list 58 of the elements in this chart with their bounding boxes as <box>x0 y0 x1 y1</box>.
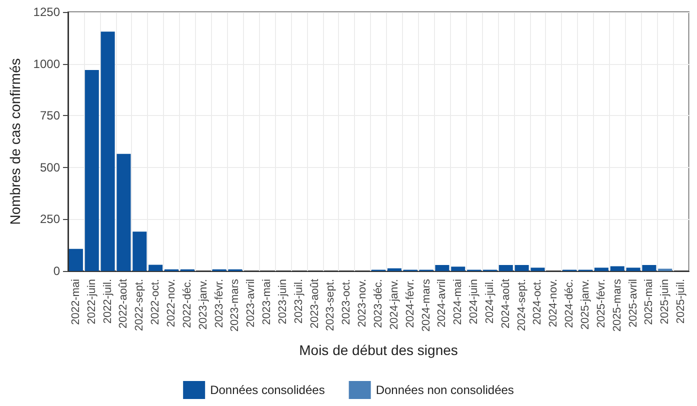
x-tick-label: 2024-avril <box>436 279 448 328</box>
x-tick-label: 2023-nov. <box>356 279 369 328</box>
x-tick-label: 2022-sept. <box>134 279 146 331</box>
y-axis-title: Nombres de cas confirmés <box>7 58 23 225</box>
x-tick-label: 2024-janv. <box>388 279 400 330</box>
x-tick-label: 2024-sept. <box>516 279 528 331</box>
x-tick-label: 2023-févr. <box>213 279 226 328</box>
bar <box>451 266 466 271</box>
x-tick-label: 2022-mai <box>70 279 82 325</box>
x-tick-label: 2025-juin <box>659 279 672 324</box>
bar <box>132 232 147 271</box>
x-tick-label: 2024-mars <box>420 278 432 332</box>
x-tick-label: 2022-nov. <box>166 279 178 328</box>
legend-label: Données consolidées <box>210 383 325 397</box>
x-tick-label: 2023-avril <box>245 279 258 328</box>
bar <box>148 264 163 271</box>
x-tick-label: 2023-sept. <box>324 279 337 331</box>
bar <box>84 70 99 271</box>
y-tick-label: 250 <box>40 212 60 226</box>
bar <box>68 248 83 271</box>
x-tick-label: 2023-mai <box>261 279 274 325</box>
y-tick-label: 1000 <box>33 56 60 71</box>
x-tick-label: 2022-oct. <box>150 279 162 325</box>
legend-label: Données non consolidées <box>376 383 514 397</box>
x-axis-title: Mois de début des signes <box>299 342 458 358</box>
x-tick-label: 2023-janv. <box>197 279 210 330</box>
x-tick-label: 2023-juin <box>276 279 289 324</box>
x-tick-label: 2024-oct. <box>532 279 544 325</box>
x-tick-label: 2023-juil. <box>292 279 305 324</box>
x-tick-label: 2024-juin <box>468 279 480 324</box>
bar <box>498 264 513 271</box>
x-tick-label: 2022-juin <box>86 279 98 324</box>
y-tick-label: 500 <box>40 160 60 174</box>
x-tick-label: 2024-févr. <box>404 279 416 328</box>
x-tick-label: 2023-oct. <box>340 279 353 325</box>
y-tick-label: 750 <box>40 108 60 123</box>
y-tick-label: 1250 <box>33 5 60 19</box>
x-tick-label: 2025-févr. <box>595 279 608 328</box>
x-tick-label: 2023-mars <box>229 278 242 332</box>
x-tick-label: 2022-août <box>118 279 130 329</box>
x-tick-label: 2025-janv. <box>580 279 592 330</box>
x-tick-label: 2024-juil. <box>484 279 496 324</box>
x-tick-label: 2025-avril <box>627 279 640 328</box>
x-tick-label: 2024-nov. <box>548 279 560 328</box>
x-tick-label: 2023-août <box>308 279 321 329</box>
x-tick-label: 2025-juil. <box>675 279 688 324</box>
y-tick-label: 0 <box>53 264 60 278</box>
x-tick-label: 2025-mai <box>643 279 656 325</box>
x-tick-label: 2024-août <box>500 279 512 329</box>
x-tick-label: 2024-déc. <box>564 279 576 328</box>
bar <box>594 268 608 271</box>
x-tick-label: 2024-mai <box>452 279 464 325</box>
bar <box>387 268 402 271</box>
x-tick-label: 2022-déc. <box>181 279 194 328</box>
x-tick-label: 2022-juil. <box>102 279 114 324</box>
x-tick-label: 2023-déc. <box>372 279 384 328</box>
bar <box>610 266 624 271</box>
x-tick-label: 2025-mars <box>611 278 624 332</box>
